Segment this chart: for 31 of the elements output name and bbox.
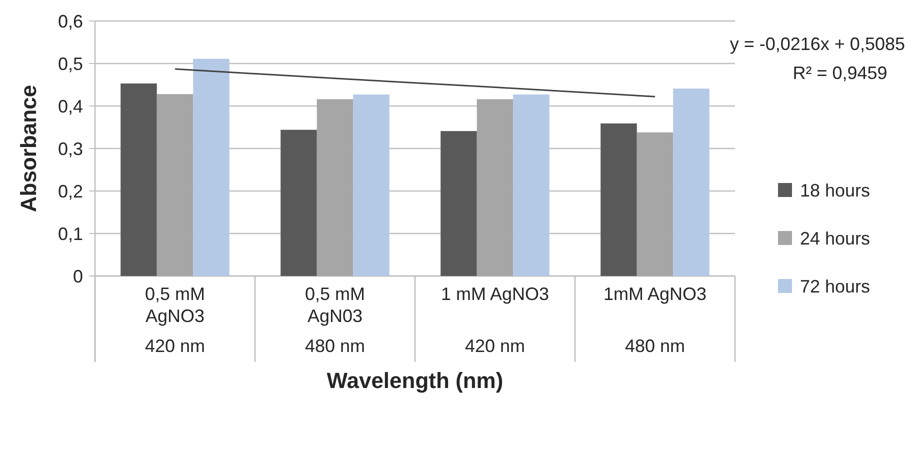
annotation: y = -0,0216x + 0,5085	[730, 34, 905, 54]
legend-label: 18 hours	[800, 180, 870, 200]
x-tick-label: 0,5 mM AgN03 480 nm	[304, 284, 366, 356]
y-tick-label: 0,5	[58, 54, 83, 74]
y-tick-label: 0,2	[58, 181, 83, 202]
bar	[280, 130, 317, 276]
bar	[316, 99, 354, 276]
text: R² = 0,9459	[792, 63, 888, 83]
bar	[600, 123, 637, 276]
bar	[156, 94, 194, 276]
line-series	[174, 68, 656, 98]
y-tick-label: 0,4	[58, 96, 83, 116]
bar	[193, 58, 230, 276]
bar	[440, 131, 477, 276]
bar	[513, 94, 550, 276]
y-axis-title: Absorbance	[16, 84, 41, 212]
bar	[673, 88, 710, 276]
y-tick-label: 0	[72, 266, 83, 286]
y-tick-label: 0,1	[58, 224, 83, 244]
bar	[120, 83, 157, 276]
legend-label: 72 hours	[800, 276, 870, 296]
x-axis-title: Wavelength (nm)	[326, 368, 504, 393]
x-tick-label: 0,5 mM AgNO3 420 nm	[144, 284, 206, 356]
legend-label: 24 hours	[800, 228, 870, 248]
category-label: 1 mM AgNO3 420 nm	[440, 284, 550, 356]
bar	[636, 132, 674, 276]
bar	[476, 99, 514, 276]
category-label: 1mM AgNO3 480 nm	[603, 284, 707, 356]
bar	[353, 94, 390, 276]
y-tick-label: 0,6	[58, 11, 83, 32]
y-tick-label: 0,3	[58, 138, 83, 159]
